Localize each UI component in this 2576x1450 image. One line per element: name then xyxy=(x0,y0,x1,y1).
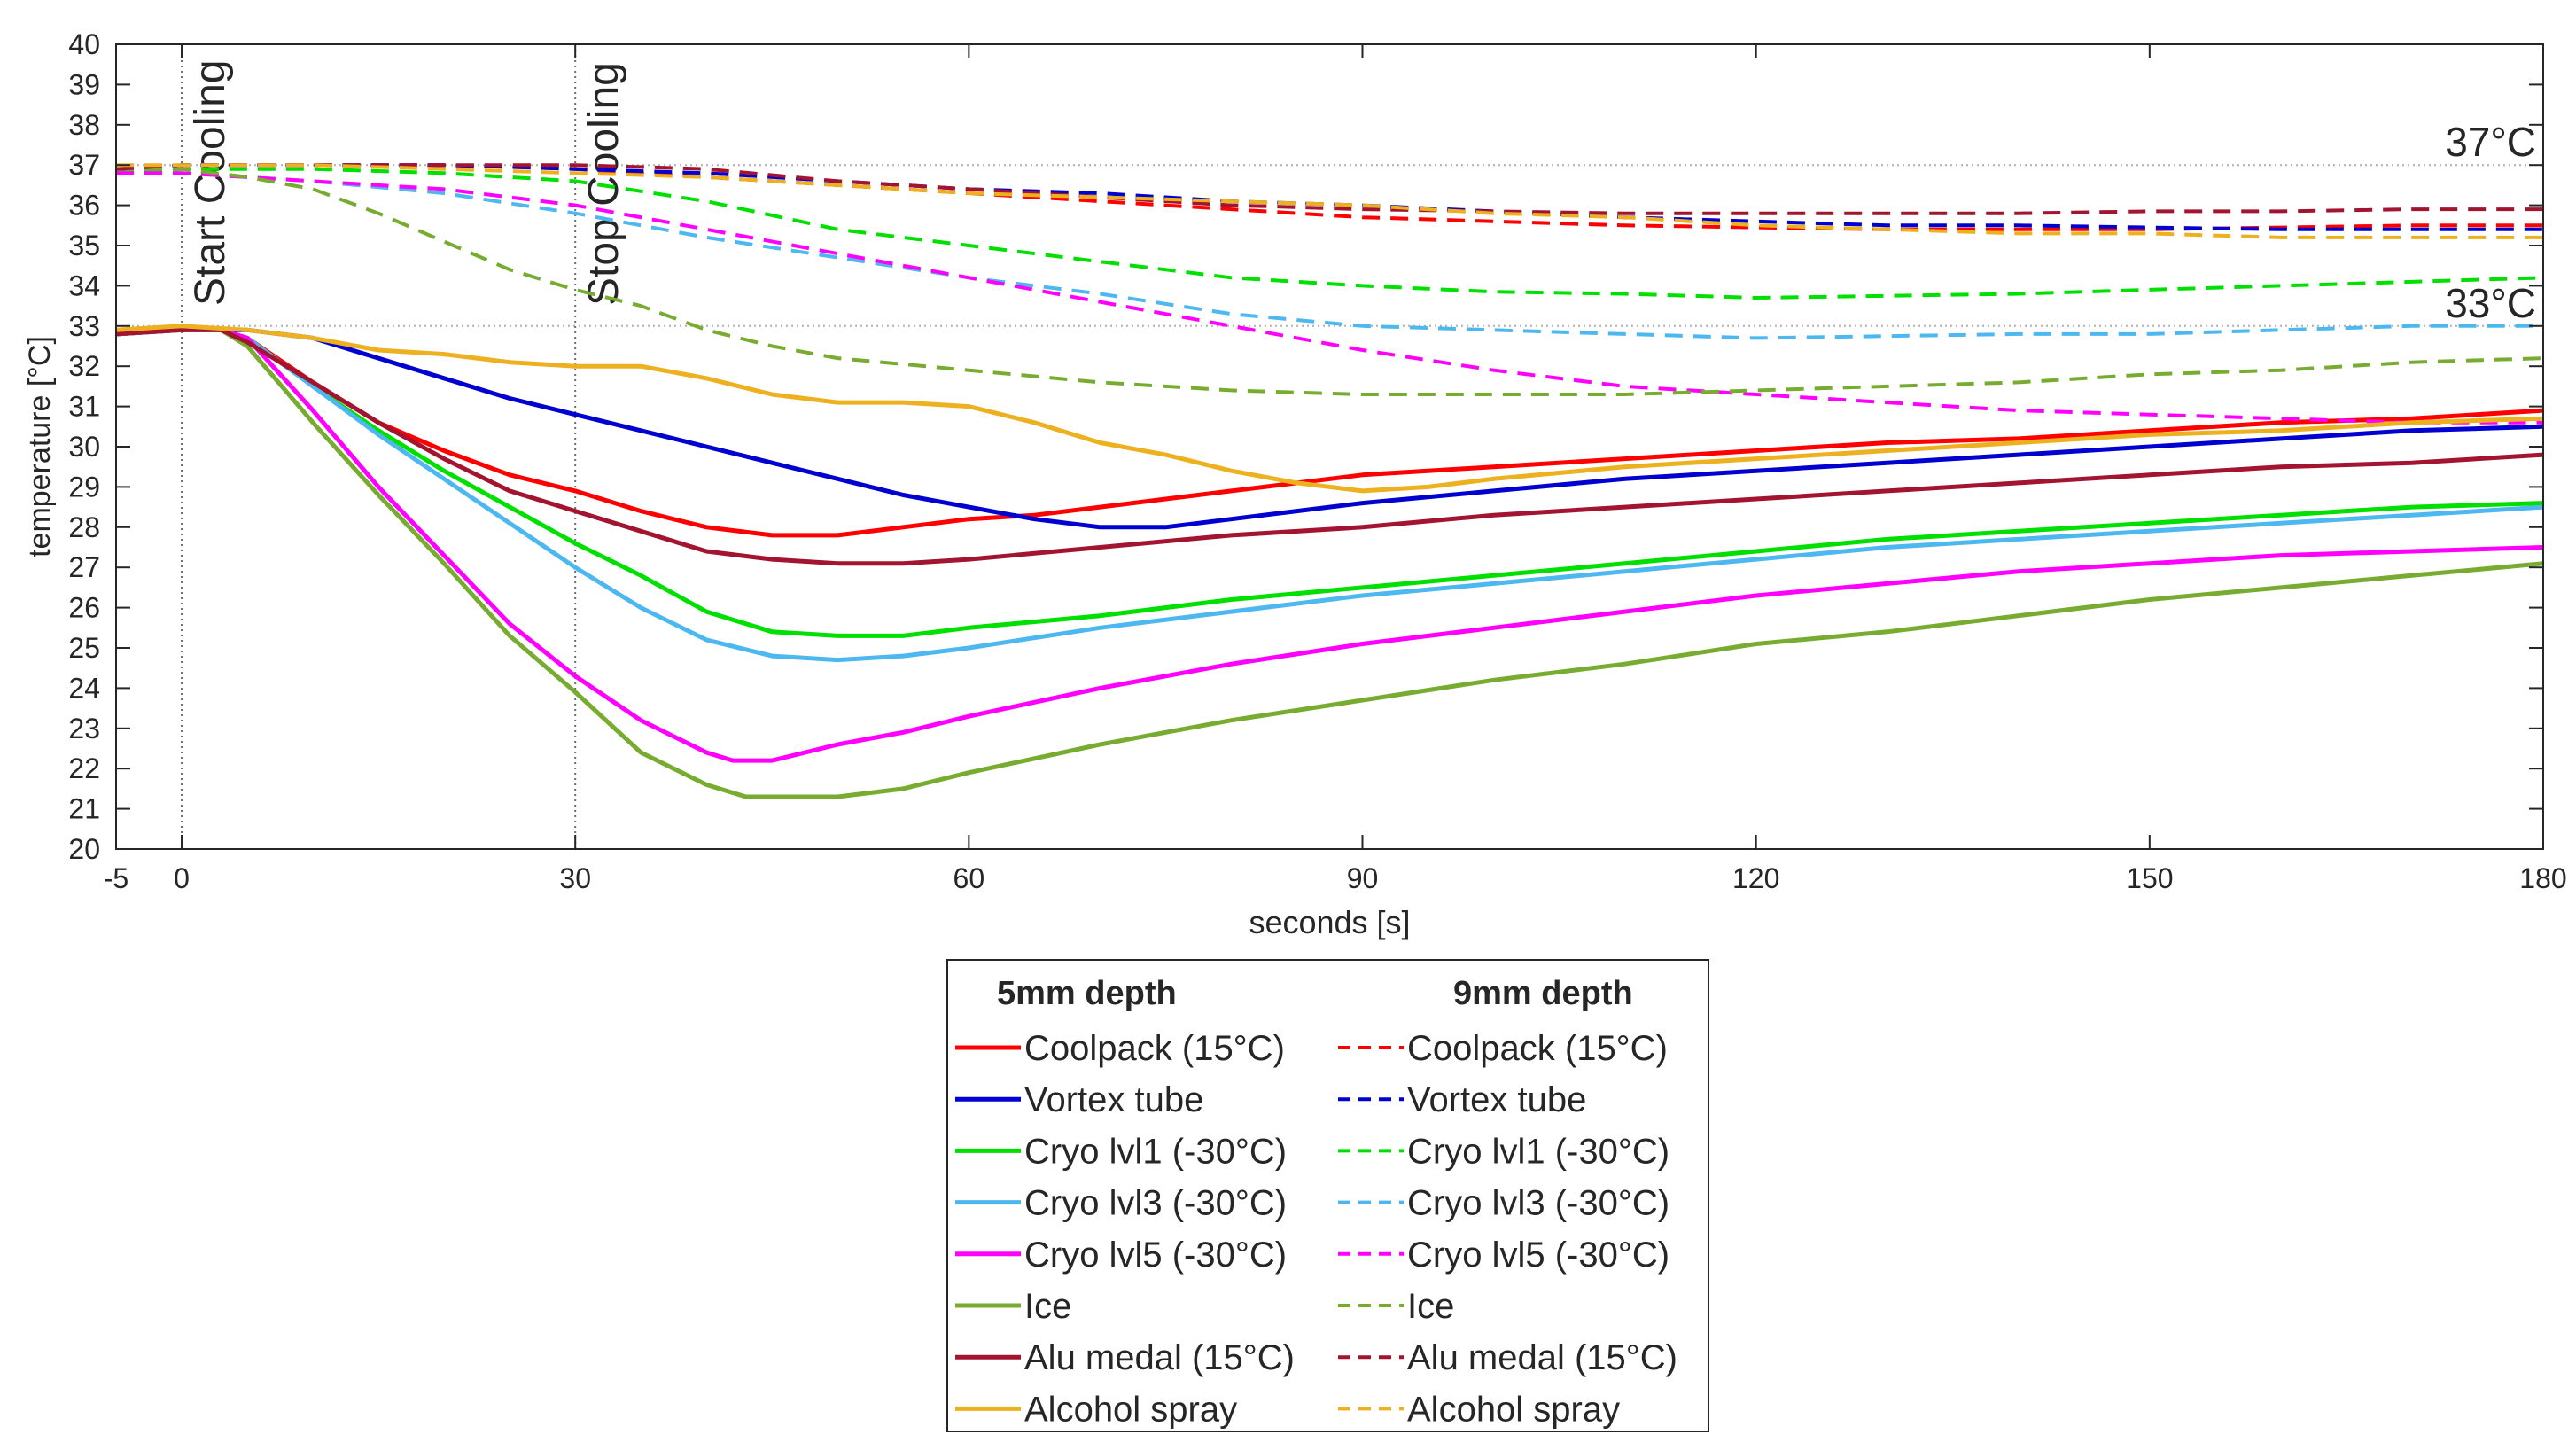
x-tick-label: 150 xyxy=(2126,862,2173,894)
event-label: Start Cooling xyxy=(187,60,234,306)
series-line-5mm xyxy=(115,327,2544,663)
y-tick-label: 30 xyxy=(68,431,100,463)
y-tick-label: 24 xyxy=(68,672,100,704)
y-tick-label: 29 xyxy=(68,471,100,503)
legend-entry-5mm: Cryo lvl3 (-30°C) xyxy=(1024,1184,1287,1223)
legend-entry-5mm: Alu medal (15°C) xyxy=(1024,1338,1295,1377)
reference-line-label: 33°C xyxy=(2445,280,2536,326)
y-tick-label: 40 xyxy=(68,28,100,60)
y-tick-label: 34 xyxy=(68,269,100,301)
y-tick-label: 23 xyxy=(68,713,100,744)
y-tick-label: 38 xyxy=(68,109,100,141)
x-tick-label: 0 xyxy=(174,862,190,894)
legend-entry-9mm: Cryo lvl1 (-30°C) xyxy=(1407,1132,1669,1171)
y-tick-label: 26 xyxy=(68,592,100,624)
series-line-5mm xyxy=(115,324,2544,494)
y-axis-label: temperature [°C] xyxy=(23,336,57,557)
legend-entry-5mm: Cryo lvl5 (-30°C) xyxy=(1024,1236,1287,1275)
legend-entry-5mm: Vortex tube xyxy=(1024,1080,1203,1119)
y-tick-label: 28 xyxy=(68,511,100,543)
series-line-9mm xyxy=(115,167,2544,300)
x-tick-label: 120 xyxy=(1732,862,1779,894)
legend-entry-9mm: Cryo lvl3 (-30°C) xyxy=(1407,1184,1669,1223)
legend-entry-9mm: Vortex tube xyxy=(1407,1080,1586,1119)
y-tick-label: 27 xyxy=(68,551,100,583)
legend-entry-5mm: Coolpack (15°C) xyxy=(1024,1029,1285,1068)
series-line-5mm xyxy=(115,327,2544,763)
y-tick-label: 20 xyxy=(68,833,100,865)
series-line-5mm xyxy=(115,327,2544,566)
series-line-9mm xyxy=(115,163,2543,215)
series-line-9mm xyxy=(116,163,2543,239)
series-line-9mm xyxy=(116,171,2543,425)
y-tick-label: 32 xyxy=(68,350,100,382)
x-tick-label: -5 xyxy=(104,862,128,894)
reference-line-label: 37°C xyxy=(2445,119,2536,165)
x-tick-label: 30 xyxy=(559,862,591,894)
legend-entry-5mm: Cryo lvl1 (-30°C) xyxy=(1024,1132,1287,1171)
legend-box xyxy=(946,959,1709,1432)
y-tick-label: 39 xyxy=(68,68,100,100)
x-tick-label: 180 xyxy=(2519,862,2566,894)
legend-entry-9mm: Ice xyxy=(1407,1287,1454,1326)
series-line-9mm xyxy=(116,171,2543,340)
y-tick-label: 21 xyxy=(68,793,100,825)
x-tick-label: 90 xyxy=(1347,862,1379,894)
y-tick-label: 31 xyxy=(68,391,100,423)
legend-header-9mm: 9mm depth xyxy=(1453,975,1633,1012)
y-tick-label: 25 xyxy=(68,632,100,664)
x-axis-label: seconds [s] xyxy=(1249,904,1410,940)
legend-entry-9mm: Alcohol spray xyxy=(1407,1390,1620,1429)
y-tick-label: 36 xyxy=(68,190,100,222)
legend-entry-9mm: Coolpack (15°C) xyxy=(1407,1029,1668,1068)
y-tick-label: 33 xyxy=(68,310,100,342)
legend: 5mm depth 9mm depth Coolpack (15°C) Coolpac… xyxy=(946,959,1709,1432)
legend-entry-5mm: Alcohol spray xyxy=(1024,1390,1237,1429)
y-tick-label: 35 xyxy=(68,230,100,261)
y-tick-label: 22 xyxy=(68,752,100,784)
series-line-9mm xyxy=(116,167,2544,396)
y-tick-label: 37 xyxy=(68,149,100,181)
axes: -5 0 30 60 90 120 150 180 20 21 22 23 24 25 26 27 28 29 30… xyxy=(23,28,2567,940)
legend-entry-9mm: Cryo lvl5 (-30°C) xyxy=(1407,1236,1669,1275)
legend-entry-9mm: Alu medal (15°C) xyxy=(1407,1338,1677,1377)
legend-header-5mm: 5mm depth xyxy=(997,975,1177,1012)
x-tick-label: 60 xyxy=(953,862,985,894)
series-line-5mm xyxy=(115,327,2544,799)
legend-entry-5mm: Ice xyxy=(1024,1287,1071,1326)
series-line-5mm xyxy=(115,327,2544,530)
